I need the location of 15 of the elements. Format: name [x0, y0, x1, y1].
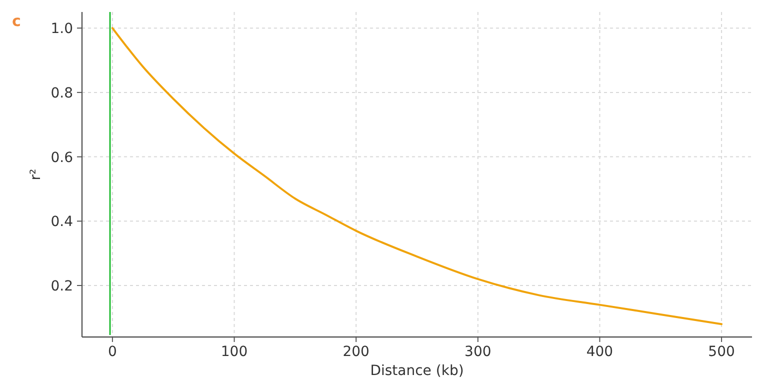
- x-tick-label: 0: [108, 344, 117, 360]
- x-tick-label: 500: [708, 344, 735, 360]
- x-axis-title: Distance (kb): [370, 363, 464, 379]
- y-tick-label: 0.4: [50, 214, 74, 230]
- y-tick-label: 0.6: [50, 150, 74, 166]
- text: c: [12, 12, 21, 30]
- y-tick-label: 0.2: [50, 278, 73, 295]
- x-tick-label: 300: [464, 344, 492, 360]
- line-series: [111, 27, 723, 326]
- y-tick-label: 0.8: [50, 85, 73, 102]
- x-tick-label: 400: [586, 344, 614, 360]
- x-tick-label: 100: [220, 344, 248, 360]
- x-tick-label: 200: [342, 344, 370, 360]
- y-axis-title: r²: [28, 168, 44, 180]
- y-tick-label: 1.0: [50, 21, 73, 38]
